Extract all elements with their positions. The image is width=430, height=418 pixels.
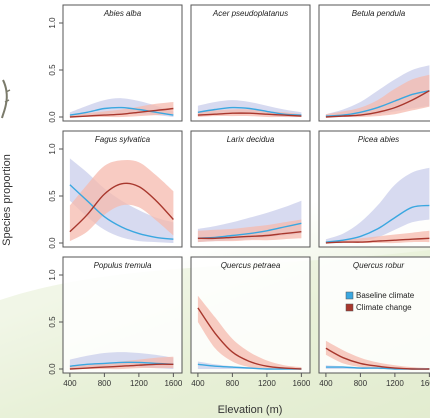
x-tick-label: 400 <box>63 379 77 388</box>
panel: Quercus petraea 400 800 1200 1600 <box>190 256 311 388</box>
change-series-line <box>197 112 302 117</box>
panel-title: Fagus sylvatica <box>95 135 151 144</box>
panel-title: Larix decidua <box>227 135 275 144</box>
x-tick-label: 800 <box>226 379 240 388</box>
change-series-line <box>325 90 430 118</box>
baseline-series-line <box>197 106 302 116</box>
baseline-series-line <box>197 222 302 239</box>
x-tick-label: 400 <box>319 379 333 388</box>
y-tick-label: 1.0 <box>48 17 57 29</box>
change-series-line <box>69 182 174 233</box>
change-series-line <box>197 231 302 240</box>
panel-title: Picea abies <box>358 135 399 144</box>
baseline-series-line <box>69 184 174 240</box>
change-series-line <box>197 307 302 370</box>
y-axis-label: Species proportion <box>1 154 13 246</box>
baseline-series-line <box>69 361 174 367</box>
x-tick-label: 1600 <box>164 379 182 388</box>
baseline-legend-label: Baseline climate <box>356 291 415 300</box>
change-confidence-band <box>69 102 174 118</box>
panel-frame <box>190 4 311 122</box>
y-tick-label: 0.0 <box>48 363 57 375</box>
change-confidence-band <box>325 340 430 370</box>
change-series-line <box>69 107 174 118</box>
panel: Populus tremula 0.0 0.5 1.0 400 800 1200 1600 <box>48 256 183 388</box>
x-axis-label: Elevation (m) <box>218 404 283 416</box>
x-tick-label: 400 <box>191 379 205 388</box>
legend: Baseline climate Climate change <box>345 291 415 312</box>
panel: Quercus robur 400 800 1200 1600 <box>318 256 430 388</box>
change-confidence-band <box>197 295 302 370</box>
panel: Abies alba 0.0 0.5 1.0 <box>48 4 183 123</box>
panel-title: Betula pendula <box>352 9 406 18</box>
x-tick-label: 1200 <box>386 379 404 388</box>
y-tick-label: 1.0 <box>48 143 57 155</box>
change-series-line <box>325 237 430 244</box>
panel-title: Abies alba <box>103 9 142 18</box>
panel-grid: Abies alba 0.0 0.5 1.0 Acer pseudoplatanus Be… <box>48 4 430 388</box>
change-confidence-band <box>325 74 430 118</box>
change-legend-swatch <box>345 303 354 312</box>
baseline-legend-swatch <box>345 291 354 300</box>
baseline-series-line <box>325 204 430 243</box>
y-tick-label: 0.5 <box>48 190 57 202</box>
panel: Fagus sylvatica 0.0 0.5 1.0 <box>48 130 183 249</box>
change-confidence-band <box>69 159 174 242</box>
panel-title: Quercus petraea <box>221 261 281 270</box>
y-tick-label: 0.5 <box>48 316 57 328</box>
panel: Larix decidua <box>190 130 311 248</box>
y-tick-label: 0.5 <box>48 64 57 76</box>
x-tick-label: 1600 <box>292 379 310 388</box>
x-tick-label: 1600 <box>420 379 430 388</box>
y-tick-label: 0.0 <box>48 111 57 123</box>
x-tick-label: 800 <box>98 379 112 388</box>
y-tick-label: 0.0 <box>48 237 57 249</box>
panel: Picea abies <box>318 130 430 248</box>
x-tick-label: 800 <box>354 379 368 388</box>
baseline-series-line <box>197 363 302 370</box>
y-axis-title: Species proportion <box>1 154 13 246</box>
baseline-series-line <box>325 90 430 117</box>
baseline-series-line <box>69 106 174 116</box>
x-tick-label: 1200 <box>258 379 276 388</box>
x-tick-label: 1200 <box>130 379 148 388</box>
baseline-confidence-band <box>325 167 430 244</box>
panel-title: Populus tremula <box>94 261 152 270</box>
panel: Betula pendula <box>318 4 430 122</box>
y-tick-label: 1.0 <box>48 269 57 281</box>
panel: Acer pseudoplatanus <box>190 4 311 122</box>
change-legend-label: Climate change <box>356 303 412 312</box>
panel-title: Quercus robur <box>353 261 404 270</box>
change-series-line <box>325 347 430 370</box>
panel-title: Acer pseudoplatanus <box>212 9 288 18</box>
change-series-line <box>69 363 174 370</box>
